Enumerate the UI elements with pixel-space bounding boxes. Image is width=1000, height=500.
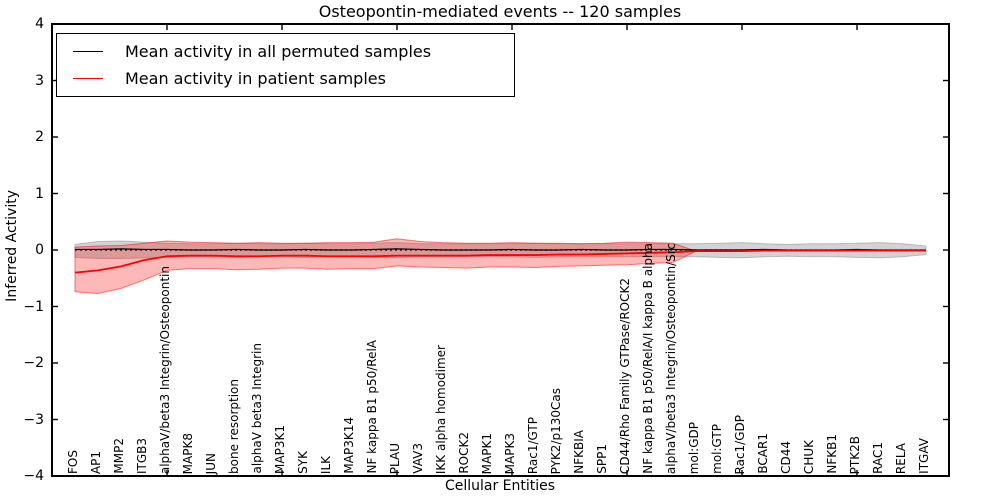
x-tick-label: alphaV/beta3 Integrin/Osteopontin/Src [664, 242, 678, 474]
y-tick-label: 2 [35, 129, 44, 145]
chart-title: Osteopontin-mediated events -- 120 sampl… [318, 2, 682, 21]
x-tick-label: NF kappa B1 p50/RelA/I kappa B alpha [641, 243, 655, 474]
x-tick-label: MAPK1 [480, 432, 494, 474]
x-tick-label: CD44/Rho Family GTPase/ROCK2 [618, 277, 632, 474]
x-tick-label: PLAU [388, 442, 402, 474]
y-tick-label: 3 [35, 72, 44, 89]
y-tick-label: −2 [23, 355, 44, 371]
y-tick-label: 1 [35, 185, 44, 202]
x-tick-label: IKK alpha homodimer [434, 344, 448, 474]
x-tick-label: SYK [296, 451, 310, 474]
x-tick-label: ITGAV [917, 438, 931, 474]
x-tick-label: RAC1 [871, 442, 885, 474]
x-tick-label: MAP3K1 [273, 425, 287, 474]
x-tick-label: bone resorption [227, 379, 241, 474]
patient-samples-band [74, 238, 698, 295]
y-tick-label: 4 [35, 16, 44, 32]
x-tick-label: ROCK2 [457, 432, 471, 474]
x-tick-label: SPP1 [595, 444, 609, 474]
legend: Mean activity in all permuted samples Me… [56, 33, 515, 97]
x-tick-label: CHUK [802, 439, 816, 474]
black-line-sample-icon [73, 51, 103, 52]
x-tick-label: CD44 [779, 441, 793, 474]
x-tick-label: BCAR1 [756, 433, 770, 474]
x-tick-label: MAP3K14 [342, 417, 356, 474]
legend-label-patient: Mean activity in patient samples [125, 69, 386, 88]
x-tick-label: PTK2B [848, 435, 862, 474]
x-tick-label: JUN [204, 452, 218, 474]
red-line-sample-icon [73, 78, 103, 79]
x-tick-label: RELA [894, 442, 908, 474]
y-tick-label: −3 [23, 411, 44, 428]
x-tick-label: Rac1/GTP [526, 416, 540, 474]
x-tick-label: MMP2 [112, 438, 126, 474]
x-tick-label: VAV3 [411, 443, 425, 474]
x-tick-label: NFKB1 [825, 434, 839, 474]
x-tick-label: NFKBIA [572, 430, 586, 474]
y-tick-label: −1 [23, 298, 44, 315]
legend-label-permuted: Mean activity in all permuted samples [125, 42, 432, 61]
x-tick-label: MAPK8 [181, 432, 195, 474]
x-tick-label: ILK [319, 455, 333, 474]
x-tick-label: AP1 [89, 450, 103, 474]
mean-activity-patient-line [74, 249, 926, 274]
legend-item-permuted: Mean activity in all permuted samples [65, 42, 506, 61]
x-tick-label: alphaV/beta3 Integrin/Osteopontin [158, 265, 172, 474]
y-tick-label: −4 [23, 468, 44, 484]
x-tick-label: alphaV beta3 Integrin [250, 343, 264, 474]
x-axis-label: Cellular Entities [444, 478, 556, 494]
x-tick-label: NF kappa B1 p50/RelA [365, 340, 379, 474]
x-tick-label: PYK2/p130Cas [549, 387, 563, 474]
x-tick-label: ITGB3 [135, 437, 149, 474]
x-tick-label: Rac1/GDP [733, 414, 747, 474]
legend-item-patient: Mean activity in patient samples [65, 69, 506, 88]
x-tick-label: MAPK3 [503, 432, 517, 474]
x-tick-label: mol:GTP [710, 424, 724, 474]
y-tick-label: 0 [35, 242, 44, 258]
x-tick-label: FOS [66, 450, 80, 474]
x-tick-label: mol:GDP [687, 421, 701, 474]
